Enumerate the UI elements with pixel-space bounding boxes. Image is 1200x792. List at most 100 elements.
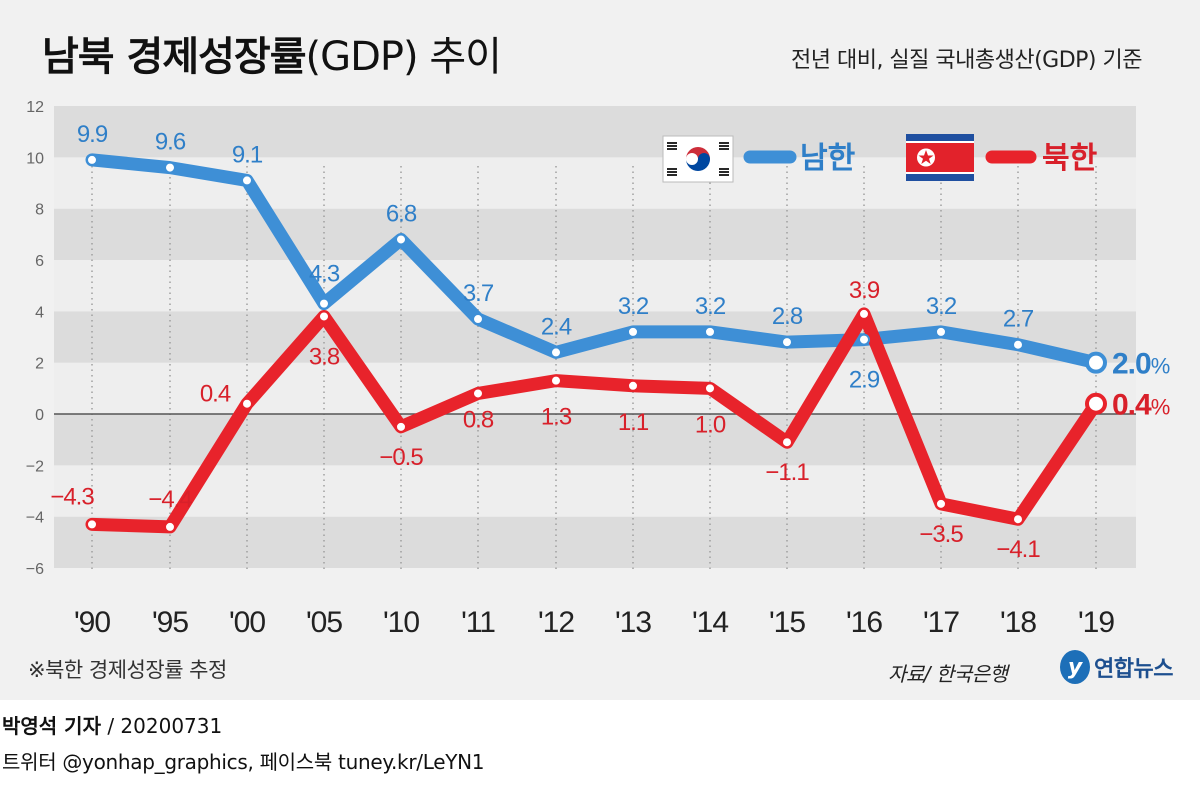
y-tick-label: 10 [26,150,44,167]
south-korea-point [395,233,407,246]
publish-date: / 20200731 [100,714,223,738]
x-tick-label: '05 [306,606,342,639]
south-korea-series-line [85,153,1103,370]
north-korea-point [1085,392,1107,415]
south-korea-point [704,325,716,338]
south-korea-point [318,297,330,310]
x-tick-label: '95 [152,606,188,639]
south-korea-data-label: 4.3 [309,261,340,288]
y-axis: 12 10 8 6 4 2 0 −2 −4 −6 [26,99,44,578]
north-korea-point [858,307,870,320]
south-korea-point [627,325,639,338]
south-korea-point [781,336,793,349]
north-korea-data-label: 0.4% [1112,389,1170,422]
x-tick-label: '19 [1078,606,1114,639]
north-korea-data-label: 0.4 [200,381,231,408]
north-korea-data-labels: −4.3 −4.4 0.4 3.8 −0.5 0.8 1.3 1.1 1.0 −1.1 3.9 −3.… [50,277,1170,563]
south-korea-data-label: 9.9 [77,121,108,148]
south-korea-data-label: 2.8 [772,303,803,330]
y-tick-label: −2 [26,458,44,475]
south-korea-data-label: 2.4 [541,313,572,340]
north-korea-data-label: −0.5 [379,444,423,471]
south-korea-data-label: 9.1 [232,141,263,168]
chart-title: 남북 경제성장률(GDP) 추이 [42,24,502,82]
x-tick-label: '16 [846,606,882,639]
yonhap-logo: y 연합뉴스 [1060,650,1173,684]
south-korea-data-label: 3.2 [695,293,726,320]
north-korea-flag-icon [906,134,974,181]
title-light: (GDP) 추이 [305,34,502,80]
north-korea-data-label: −3.5 [919,521,963,548]
north-korea-point [781,436,793,449]
social-links: 트위터 @yonhap_graphics, 페이스북 tuney.kr/LeYN… [2,750,485,774]
grid-band [54,516,1136,568]
yonhap-logo-text: 연합뉴스 [1094,657,1173,682]
footnote: ※북한 경제성장률 추정 [28,658,227,682]
north-korea-data-label: 0.8 [463,406,494,433]
chart-subtitle: 전년 대비, 실질 국내총생산(GDP) 기준 [790,48,1143,73]
south-korea-point [472,313,484,326]
x-tick-label: '12 [538,606,574,639]
south-korea-point [935,325,947,338]
north-korea-data-label: −4.4 [148,486,192,513]
title-bold: 남북 경제성장률 [42,34,307,80]
north-korea-data-label: −4.1 [996,536,1040,563]
south-korea-data-label: 6.8 [386,200,417,227]
south-korea-point [858,333,870,346]
x-tick-label: '13 [615,606,651,639]
north-korea-data-label: 3.9 [849,277,880,304]
south-korea-data-label-unit: % [1151,354,1170,379]
x-axis: '90 '95 '00 '05 '10 '11 '12 '13 '14 '15 '16 '17 '18 '… [74,606,1115,639]
north-korea-data-label: 3.8 [309,343,340,370]
north-korea-data-label: −4.3 [50,483,94,510]
south-korea-data-label: 3.2 [926,293,957,320]
north-korea-point [550,374,562,387]
x-tick-label: '10 [383,606,419,639]
north-korea-point [1012,513,1024,526]
yonhap-logo-icon: y [1060,650,1090,684]
x-tick-label: '00 [229,606,265,639]
north-korea-point [627,379,639,392]
x-tick-label: '15 [769,606,805,639]
north-korea-point [472,387,484,400]
grid-band [54,208,1136,260]
south-korea-point [164,161,176,174]
north-korea-point [86,518,98,531]
north-korea-point [935,497,947,510]
legend: 남한 북한 [662,134,1098,183]
south-korea-data-label: 3.2 [618,293,649,320]
south-korea-point [1085,351,1107,374]
south-korea-point [550,346,562,359]
north-korea-data-label: 1.1 [618,409,649,436]
reporter-name: 박영석 기자 [2,714,101,738]
south-korea-point [1012,338,1024,351]
x-tick-label: '18 [1000,606,1036,639]
south-korea-data-label: 2.0% [1112,348,1170,381]
south-korea-points [86,153,1107,374]
north-korea-data-label: 1.3 [541,404,572,431]
south-korea-legend-label: 남한 [800,142,856,175]
y-tick-label: 2 [35,356,44,373]
credit-line: 박영석 기자 / 20200731 [2,710,222,739]
x-tick-label: '90 [74,606,110,639]
y-tick-label: 8 [35,202,44,219]
south-korea-data-label: 2.7 [1003,306,1034,333]
y-tick-label: 4 [35,304,44,321]
y-tick-label: 0 [35,407,44,424]
x-tick-label: '11 [461,606,495,639]
north-korea-points [86,307,1107,533]
south-korea-data-label: 9.6 [155,129,186,156]
source-text: 자료/ 한국은행 [888,662,1008,686]
north-korea-series-line [85,307,1103,534]
north-korea-point [164,520,176,533]
south-korea-point [241,174,253,187]
north-korea-point [241,397,253,410]
y-tick-label: −6 [26,561,44,578]
south-korea-data-label: 3.7 [463,280,494,307]
north-korea-data-label: 1.0 [695,411,726,438]
south-korea-flag-icon [662,135,734,183]
y-tick-label: 12 [26,99,44,116]
north-korea-point [395,420,407,433]
